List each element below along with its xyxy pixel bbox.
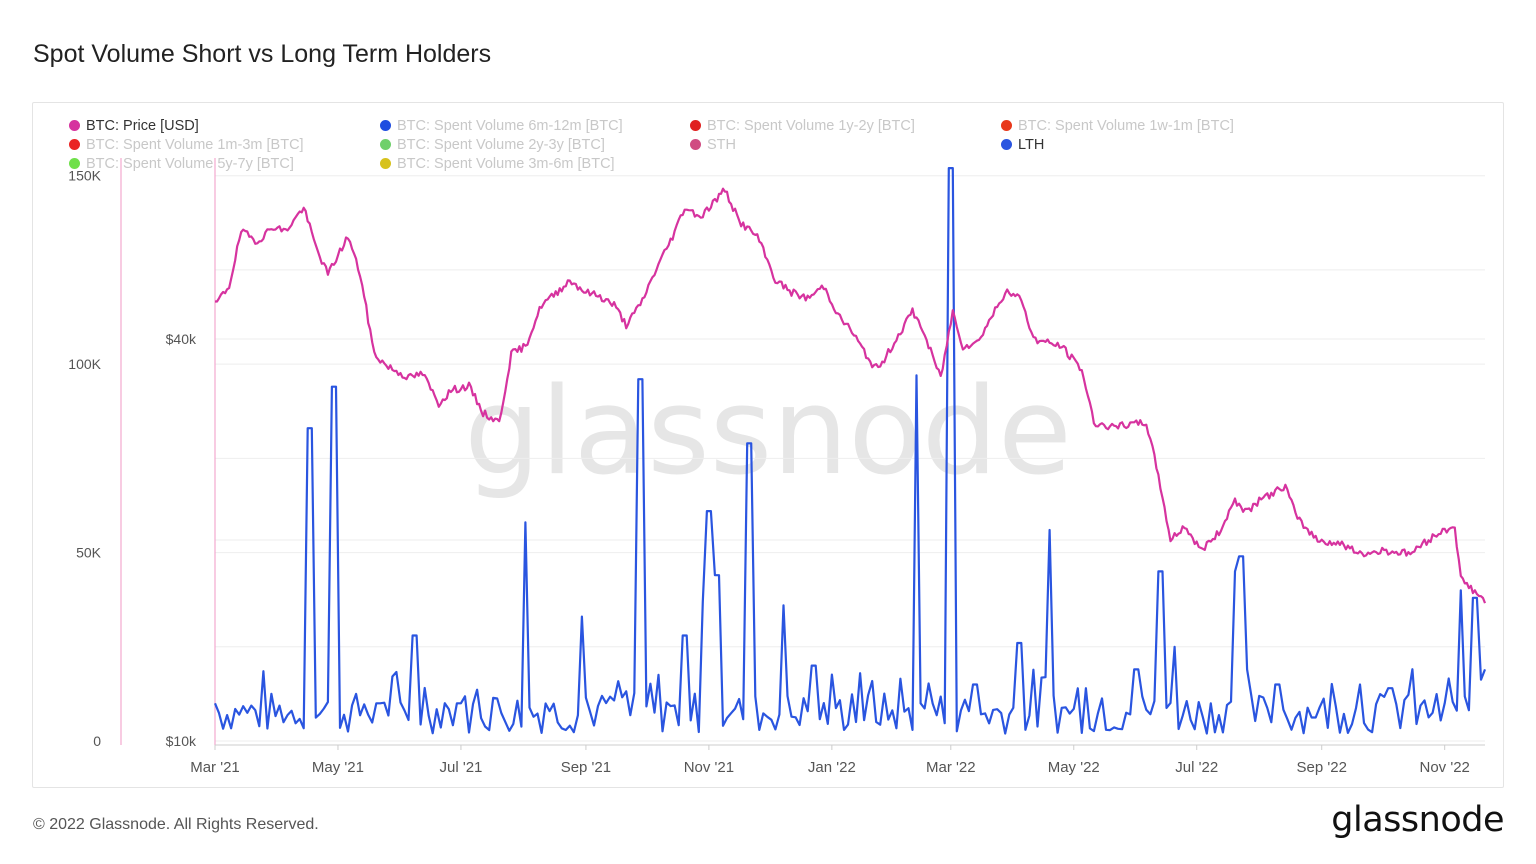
legend-item[interactable]: BTC: Price [USD] xyxy=(69,118,199,134)
brand-logo[interactable]: glassnode xyxy=(1331,800,1504,840)
y-axis-left-tick: 50K xyxy=(76,545,102,561)
watermark-text: glassnode xyxy=(464,363,1072,502)
x-axis-tick-label: Jul '21 xyxy=(439,759,482,776)
legend-item[interactable]: BTC: Spent Volume 6m-12m [BTC] xyxy=(380,118,623,134)
legend-item[interactable]: BTC: Spent Volume 5y-7y [BTC] xyxy=(69,156,294,172)
x-axis-tick-label: Sep '21 xyxy=(561,759,611,776)
legend-item[interactable]: BTC: Spent Volume 1y-2y [BTC] xyxy=(690,118,915,134)
legend-label: BTC: Spent Volume 5y-7y [BTC] xyxy=(86,156,294,172)
legend-dot-icon xyxy=(380,139,391,150)
legend-dot-icon xyxy=(380,120,391,131)
legend-item[interactable]: STH xyxy=(690,137,736,153)
x-axis-tick-label: Nov '22 xyxy=(1419,759,1469,776)
legend-dot-icon xyxy=(690,139,701,150)
legend-item[interactable]: BTC: Spent Volume 1m-3m [BTC] xyxy=(69,137,304,153)
legend-dot-icon xyxy=(1001,139,1012,150)
y-axis-right-tick: $40k xyxy=(166,331,197,347)
legend-label: BTC: Spent Volume 6m-12m [BTC] xyxy=(397,118,623,134)
legend-label: BTC: Spent Volume 3m-6m [BTC] xyxy=(397,156,615,172)
legend-label: BTC: Price [USD] xyxy=(86,118,199,134)
x-axis-tick-label: Jan '22 xyxy=(808,759,856,776)
chart-plot: glassnode 0 50K 100K 150K $10k $40k Mar '21 May … xyxy=(68,158,1487,776)
series-line-price xyxy=(215,187,1487,604)
legend-label: BTC: Spent Volume 1y-2y [BTC] xyxy=(707,118,915,134)
chart-panel: BTC: Price [USD] BTC: Spent Volume 6m-12m… xyxy=(32,102,1504,788)
legend-label: BTC: Spent Volume 2y-3y [BTC] xyxy=(397,137,605,153)
legend-dot-icon xyxy=(1001,120,1012,131)
x-axis-tick-label: May '22 xyxy=(1048,759,1100,776)
legend-item[interactable]: LTH xyxy=(1001,137,1044,153)
legend-item[interactable]: BTC: Spent Volume 2y-3y [BTC] xyxy=(380,137,605,153)
x-axis-tick-label: Sep '22 xyxy=(1297,759,1347,776)
legend-label: STH xyxy=(707,137,736,153)
legend-dot-icon xyxy=(380,158,391,169)
page-title: Spot Volume Short vs Long Term Holders xyxy=(33,40,492,68)
legend-dot-icon xyxy=(69,158,80,169)
legend-label: BTC: Spent Volume 1m-3m [BTC] xyxy=(86,137,304,153)
y-axis-left-tick: 0 xyxy=(93,733,101,749)
legend-dot-icon xyxy=(69,139,80,150)
y-axis-right-tick: $10k xyxy=(166,733,197,749)
series-line-lth xyxy=(213,167,1487,735)
x-axis-tick-label: May '21 xyxy=(312,759,364,776)
x-axis-tick-label: Jul '22 xyxy=(1175,759,1218,776)
legend-dot-icon xyxy=(690,120,701,131)
legend-item[interactable]: BTC: Spent Volume 1w-1m [BTC] xyxy=(1001,118,1234,134)
x-axis-tick-label: Nov '21 xyxy=(684,759,734,776)
legend-label: BTC: Spent Volume 1w-1m [BTC] xyxy=(1018,118,1234,134)
copyright-text: © 2022 Glassnode. All Rights Reserved. xyxy=(33,816,319,833)
legend-item[interactable]: BTC: Spent Volume 3m-6m [BTC] xyxy=(380,156,615,172)
x-axis-tick-label: Mar '21 xyxy=(190,759,240,776)
y-axis-left-tick: 150K xyxy=(68,168,101,184)
legend-label: LTH xyxy=(1018,137,1045,153)
y-axis-left-tick: 100K xyxy=(68,356,101,372)
chart-legend: BTC: Price [USD] BTC: Spent Volume 6m-12m… xyxy=(33,103,1503,183)
legend-dot-icon xyxy=(69,120,80,131)
x-axis-tick-label: Mar '22 xyxy=(926,759,976,776)
